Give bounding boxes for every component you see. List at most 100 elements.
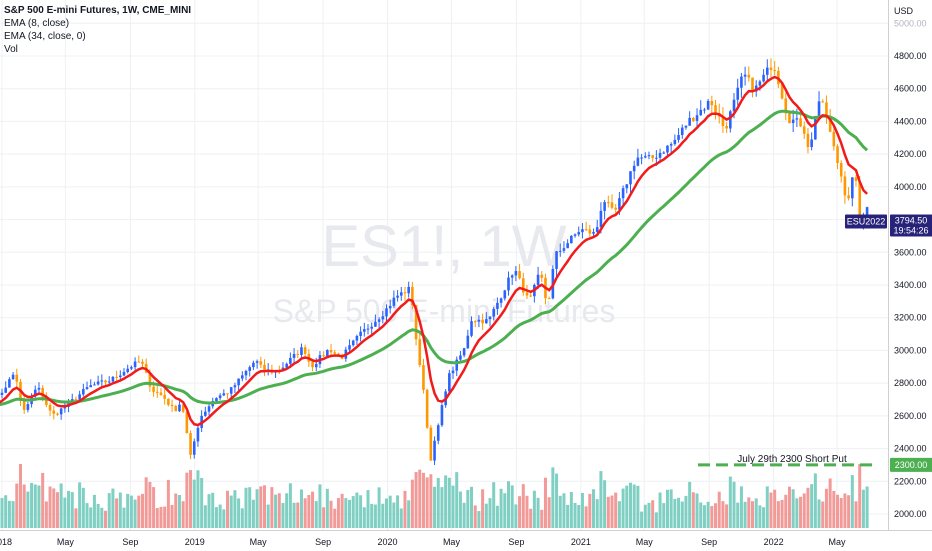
candle-body [780, 84, 784, 99]
candle-body [677, 135, 680, 140]
volume-bar [769, 492, 773, 528]
price-tick-label: 2600.00 [894, 411, 927, 421]
volume-bar [492, 482, 496, 528]
volume-bar [632, 484, 636, 528]
volume-bar [26, 491, 30, 528]
volume-bar [436, 478, 440, 528]
volume-bar [399, 508, 403, 528]
price-scale[interactable]: USD 2000.00 2200.00 2400.00 2600.00 2800.00 3… [888, 0, 932, 530]
candle-body [477, 319, 481, 322]
price-tag-price: 3794.50 [895, 215, 928, 225]
candle-body [93, 384, 96, 386]
volume-bar [850, 475, 854, 528]
volume-bar [144, 477, 148, 528]
legend-ema8[interactable]: EMA (8, close) [4, 18, 70, 29]
candle-body [710, 100, 714, 106]
candle-body [222, 393, 226, 396]
volume-bar [4, 495, 8, 528]
volume-bar [344, 498, 348, 528]
candle-body [52, 410, 56, 414]
volume-bar [614, 492, 618, 528]
volume-bar [702, 505, 706, 528]
time-tick-label: 2020 [378, 537, 398, 547]
ema34-line [0, 109, 869, 407]
volume-bar [248, 487, 252, 528]
price-tick-label: 4200.00 [894, 149, 927, 159]
volume-bar [170, 504, 174, 528]
volume-bar [810, 484, 814, 528]
candle-body [196, 427, 200, 442]
candle-body [366, 328, 370, 330]
candle-body [170, 404, 174, 407]
time-scale[interactable]: 2018 May Sep 2019 May Sep 2020 May Sep 2021 May Sep… [0, 530, 932, 551]
time-tick-label: Sep [122, 537, 138, 547]
volume-bar [677, 497, 681, 528]
candle-body [388, 305, 392, 309]
volume-bar [739, 486, 743, 528]
volume-bar [425, 477, 429, 528]
candle-body [137, 361, 141, 363]
candle-body [640, 157, 643, 159]
volume-bar [48, 486, 52, 528]
grid [0, 0, 888, 530]
candle-body [610, 202, 614, 208]
candle-body [621, 188, 625, 199]
volume-bar [551, 467, 555, 528]
volume-bar [218, 504, 222, 528]
volume-bar [665, 489, 669, 528]
contract-badge: ESU2022 [845, 214, 887, 229]
candle-body [488, 316, 492, 320]
candle-body [806, 133, 810, 148]
volume-bar [274, 494, 278, 528]
volume-bar [481, 489, 485, 528]
candle-body [485, 319, 488, 324]
legend-ema34[interactable]: EMA (34, close, 0) [4, 31, 86, 42]
price-tick-label: 3400.00 [894, 280, 927, 290]
candle-body [740, 76, 743, 88]
legend-vol[interactable]: Vol [4, 44, 18, 55]
level-tag-label: 2300.00 [895, 460, 928, 470]
candle-body [448, 373, 451, 392]
volume-bar [70, 492, 74, 528]
candle-body [684, 125, 688, 128]
volume-bar [717, 491, 721, 528]
candle-body [562, 248, 566, 251]
candle-body [141, 361, 144, 364]
candle-body [614, 207, 618, 210]
candle-body [791, 119, 795, 124]
volume-bar [240, 508, 244, 528]
volume-bar [603, 480, 607, 528]
volume-bar [41, 472, 45, 528]
volume-bar [462, 502, 466, 528]
volume-bar [33, 484, 37, 528]
candle-body [407, 286, 410, 294]
candle-body [107, 381, 111, 383]
candle-body [536, 274, 540, 285]
volume-bar [281, 502, 285, 528]
candle-body [492, 308, 496, 317]
volume-bar [828, 478, 832, 528]
candle-body [607, 202, 610, 204]
candle-body [455, 359, 459, 371]
candle-body [784, 98, 788, 114]
chart-pane[interactable]: ES1!, 1W S&P 500 E-mini Futures July 29t… [0, 0, 888, 530]
candle-body [133, 361, 137, 368]
volume-bar [81, 487, 85, 528]
candle-body [11, 374, 15, 380]
volume-bar [152, 487, 156, 528]
volume-bar [543, 477, 547, 528]
volume-bar [680, 501, 684, 528]
volume-bar [325, 488, 329, 528]
time-tick-label: May [636, 537, 654, 547]
candle-body [577, 232, 581, 235]
candle-body [673, 139, 677, 145]
candle-body [285, 363, 288, 368]
legend-title[interactable]: S&P 500 E-mini Futures, 1W, CME_MINI [4, 5, 192, 16]
volume-bar [536, 497, 540, 528]
candle-body [326, 350, 329, 357]
candle-body [33, 389, 37, 397]
candle-body [573, 234, 577, 236]
candle-body [799, 118, 802, 127]
candle-body [851, 177, 854, 199]
volume-bar [222, 509, 226, 528]
